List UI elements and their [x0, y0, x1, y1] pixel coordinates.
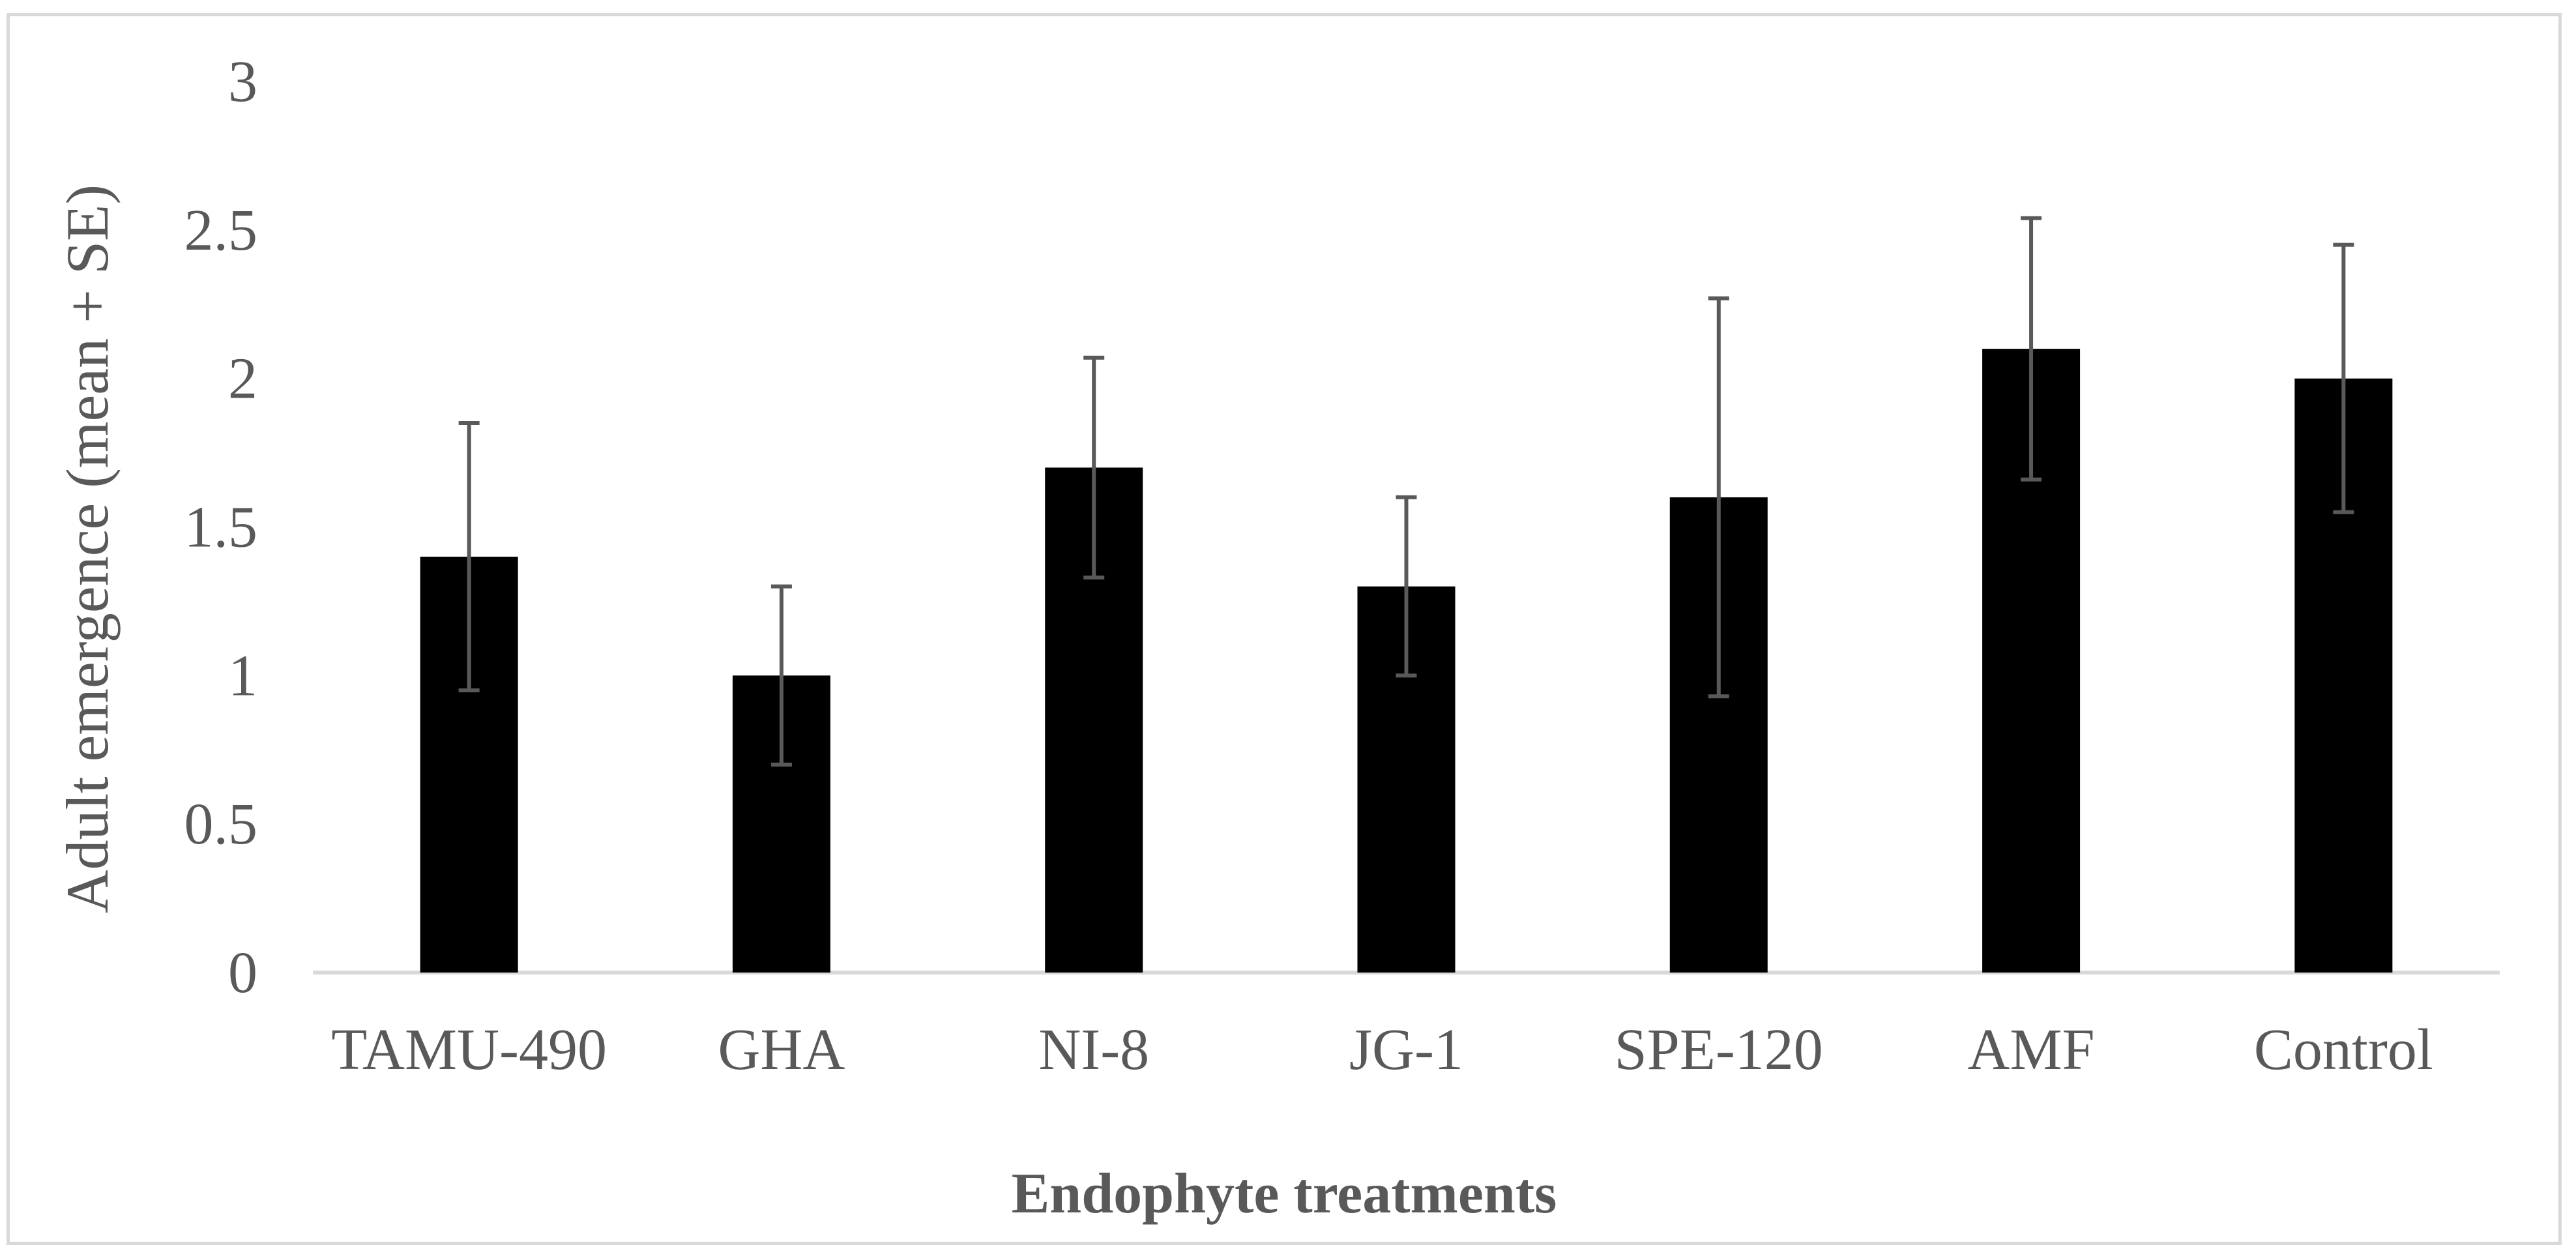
y-tick-label: 1 — [228, 643, 257, 708]
y-axis-ticks: 0 0.5 1 1.5 2 2.5 3 — [184, 50, 258, 1005]
x-tick-label: JG-1 — [1349, 1018, 1463, 1082]
x-tick-label: AMF — [1968, 1018, 2095, 1082]
x-axis-ticks: TAMU-490 GHA NI-8 JG-1 SPE-120 AMF Control — [331, 1018, 2433, 1082]
error-bar — [2333, 242, 2354, 514]
x-tick-label: GHA — [718, 1018, 845, 1082]
error-bar — [1708, 296, 1729, 699]
error-bar — [770, 584, 792, 767]
y-tick-label: 0 — [228, 941, 257, 1005]
error-bars — [458, 216, 2354, 767]
x-tick-label: TAMU-490 — [331, 1018, 607, 1082]
x-tick-label: SPE-120 — [1615, 1018, 1823, 1082]
error-bar — [458, 421, 480, 693]
y-tick-label: 1.5 — [184, 495, 258, 560]
y-tick-label: 0.5 — [184, 792, 258, 857]
x-tick-label: Control — [2254, 1018, 2433, 1082]
error-bar — [2021, 216, 2042, 482]
error-bar — [1396, 495, 1417, 678]
chart-frame — [7, 13, 2562, 1245]
x-tick-label: NI-8 — [1038, 1018, 1149, 1082]
y-tick-label: 2.5 — [184, 198, 258, 263]
y-tick-label: 2 — [228, 347, 257, 411]
x-axis-label: Endophyte treatments — [1012, 1162, 1557, 1225]
error-bar — [1083, 355, 1105, 579]
y-axis-label: Adult emergence (mean + SE) — [54, 184, 121, 913]
y-tick-label: 3 — [228, 50, 257, 114]
